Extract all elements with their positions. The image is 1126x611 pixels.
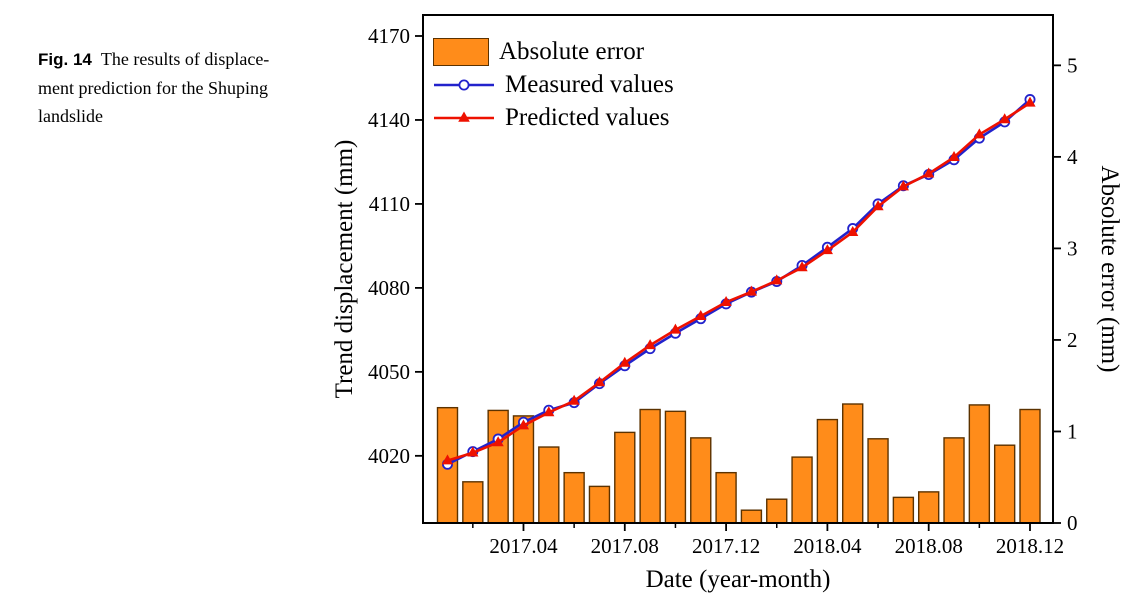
figure-caption: Fig. 14 The results of displace- ment pre… <box>38 45 338 130</box>
left-tick-label: 4170 <box>368 24 410 48</box>
absolute-error-bars <box>436 403 1041 524</box>
predicted-marker <box>720 295 732 306</box>
measured-line <box>446 98 1031 466</box>
predicted-marker <box>669 323 682 334</box>
error-bar <box>842 403 864 524</box>
right-tick-label: 5 <box>1067 53 1078 77</box>
measured-series <box>441 94 1036 470</box>
predicted-marker <box>771 274 783 285</box>
right-tick-label: 3 <box>1067 236 1078 260</box>
predicted-marker <box>441 454 454 465</box>
error-bar <box>715 471 737 524</box>
plot-border <box>422 14 1054 524</box>
predicted-marker <box>923 167 935 178</box>
predicted-series <box>441 96 1036 465</box>
error-bar <box>614 431 636 524</box>
predicted-line <box>447 101 1031 462</box>
error-bar <box>917 491 940 524</box>
error-bar <box>867 438 889 524</box>
error-bar <box>943 437 965 524</box>
predicted-marker <box>796 261 808 272</box>
legend-label-absolute-error: Absolute error <box>499 37 645 65</box>
predicted-marker <box>973 128 985 139</box>
error-bar <box>968 404 991 524</box>
error-bar <box>816 418 839 524</box>
legend-row-predicted: Predicted values <box>433 102 674 133</box>
predicted-marker <box>543 406 555 417</box>
predicted-marker <box>695 309 707 320</box>
x-axis-title: Date (year-month) <box>646 566 831 593</box>
error-bar <box>588 485 611 524</box>
error-bar <box>740 509 763 524</box>
error-bar <box>690 437 712 524</box>
right-tick-label: 2 <box>1067 328 1078 352</box>
predicted-marker <box>467 446 479 457</box>
x-tick-label: 2017.12 <box>692 534 760 558</box>
predicted-marker <box>897 180 909 191</box>
right-axis-title: Absolute error (mm) <box>1096 166 1123 373</box>
predicted-line-icon <box>434 111 494 122</box>
x-axis: 2017.04 2017.08 2017.12 2018.04 2018.08 2018.… <box>472 523 1064 558</box>
legend-row-measured: Measured values <box>433 69 674 100</box>
left-tick-label: 4050 <box>368 360 410 384</box>
x-tick-label: 2018.12 <box>996 534 1064 558</box>
predicted-marker <box>821 244 833 255</box>
left-axis-title: Trend displacement (mm) <box>331 140 358 399</box>
caption-line-1: The results of displace- <box>100 49 270 69</box>
predicted-marker <box>999 113 1011 124</box>
figure-number-label: Fig. 14 <box>38 50 92 69</box>
predicted-marker <box>872 200 884 211</box>
predicted-marker <box>593 376 606 387</box>
predicted-marker <box>948 150 960 161</box>
x-tick-label: 2018.04 <box>793 534 862 558</box>
error-bar <box>791 456 813 524</box>
legend-label-measured: Measured values <box>505 70 674 98</box>
error-bar <box>512 415 535 524</box>
predicted-marker <box>517 419 530 430</box>
error-bar <box>538 446 560 524</box>
error-bar <box>563 471 585 524</box>
error-bar <box>766 498 788 524</box>
left-tick-label: 4080 <box>368 276 410 300</box>
error-bar <box>487 409 509 524</box>
predicted-marker <box>619 356 631 367</box>
error-bar <box>462 481 484 524</box>
x-tick-label: 2018.08 <box>895 534 963 558</box>
right-axis: 0 1 2 3 4 5 <box>1053 53 1078 535</box>
left-tick-label: 4140 <box>368 108 410 132</box>
left-axis: 4020 4050 4080 4110 4140 4170 <box>368 24 423 468</box>
predicted-marker <box>644 339 656 350</box>
legend-label-predicted: Predicted values <box>505 103 670 131</box>
caption-line-2: ment prediction for the Shuping <box>38 78 268 98</box>
predicted-marker <box>847 225 859 236</box>
error-bar <box>639 408 661 524</box>
legend-row-absolute-error: Absolute error <box>433 36 674 67</box>
x-tick-label: 2017.04 <box>489 534 558 558</box>
right-tick-label: 0 <box>1067 511 1078 535</box>
error-bar <box>892 496 915 524</box>
absolute-error-swatch-icon <box>433 37 489 66</box>
error-bar <box>664 410 687 524</box>
predicted-marker <box>492 436 504 447</box>
right-tick-label: 1 <box>1067 419 1078 443</box>
right-tick-label: 4 <box>1067 145 1078 169</box>
measured-line-icon <box>434 79 494 90</box>
predicted-marker <box>745 285 758 296</box>
left-tick-label: 4020 <box>368 444 410 468</box>
predicted-marker <box>568 394 580 405</box>
x-tick-label: 2017.08 <box>591 534 659 558</box>
predicted-marker <box>1024 96 1036 107</box>
left-tick-label: 4110 <box>369 192 410 216</box>
caption-line-3: landslide <box>38 106 103 126</box>
error-bar <box>1019 408 1041 524</box>
legend: Absolute error Measured values Predicted… <box>433 36 674 133</box>
error-bar <box>993 444 1016 524</box>
